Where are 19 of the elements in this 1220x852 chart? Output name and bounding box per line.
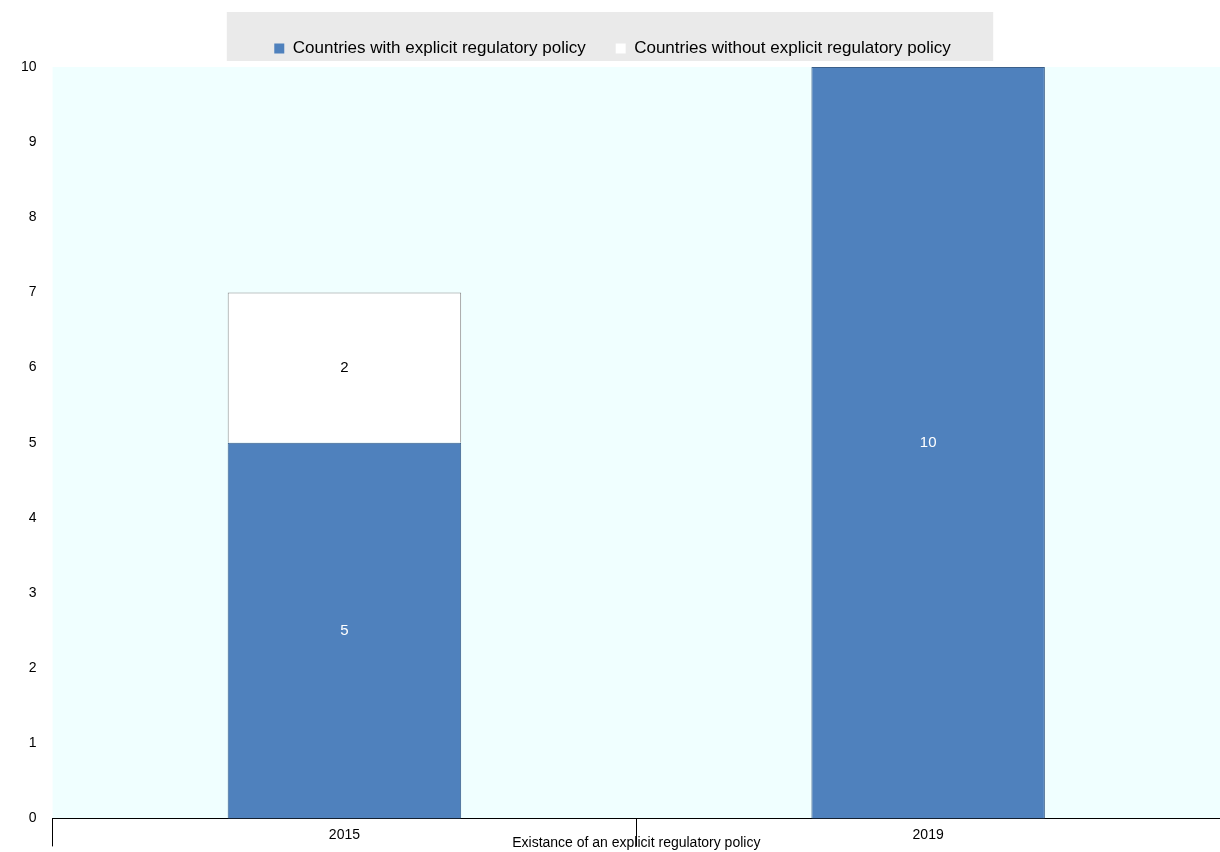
data-label: 10 xyxy=(919,432,937,450)
y-tick-label: 2 xyxy=(28,658,37,675)
x-axis-title: Existance of an explicit regulatory policy xyxy=(512,834,761,851)
data-label: 2 xyxy=(340,357,349,375)
y-tick-label: 9 xyxy=(28,133,37,149)
y-tick-label: 3 xyxy=(28,583,37,600)
y-tick-label: 1 xyxy=(28,734,37,751)
legend-label: Countries without explicit regulatory policy xyxy=(634,38,952,58)
y-tick-label: 8 xyxy=(28,208,37,225)
y-tick-label: 6 xyxy=(28,358,37,375)
y-tick-label: 7 xyxy=(28,283,37,300)
legend-label: Countries with explicit regulatory policy xyxy=(292,38,587,58)
y-tick-label: 4 xyxy=(28,508,37,525)
x-tick-label: 2015 xyxy=(328,825,361,842)
x-tick-label: 2019 xyxy=(912,825,944,842)
data-label: 5 xyxy=(340,620,349,638)
y-tick-label: 5 xyxy=(28,433,37,450)
y-tick-label: 10 xyxy=(20,57,37,74)
y-tick-label: 0 xyxy=(28,809,37,826)
